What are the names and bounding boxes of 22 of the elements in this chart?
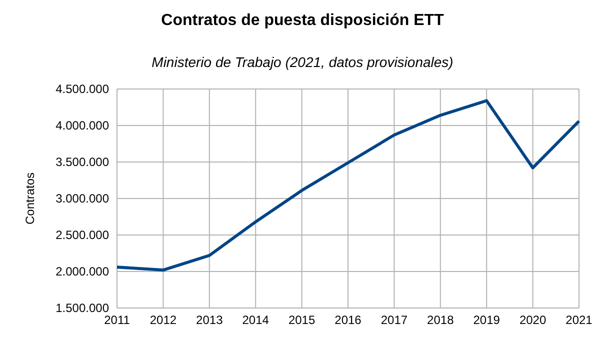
chart-title: Contratos de puesta disposición ETT [161,12,444,29]
line-series [116,99,580,272]
x-tick-label: 2013 [196,313,224,327]
x-tick-label: 2016 [334,313,362,327]
y-tick-label: 3.000.000 [56,192,110,206]
y-tick-label: 1.500.000 [56,301,110,316]
y-tick-label: 4.500.000 [56,82,110,96]
y-tick-label: 2.000.000 [56,264,110,279]
y-tick-label: 3.500.000 [56,155,110,170]
y-axis-title: Contratos [23,172,37,225]
x-tick-label: 2021 [566,313,593,327]
chart-subtitle: Ministerio de Trabajo (2021, datos provisionales) [152,54,454,70]
x-tick-label: 2019 [473,313,500,327]
x-tick-label: 2020 [519,313,546,327]
x-tick-label: 2018 [427,313,454,327]
y-tick-label: 2.500.000 [56,228,110,242]
x-tick-label: 2017 [380,313,408,327]
x-tick-label: 2014 [242,313,270,327]
y-tick-label: 4.000.000 [56,118,110,133]
x-tick-label: 2015 [288,313,316,327]
x-tick-label: 2012 [150,313,177,327]
x-tick-label: 2011 [104,313,130,327]
